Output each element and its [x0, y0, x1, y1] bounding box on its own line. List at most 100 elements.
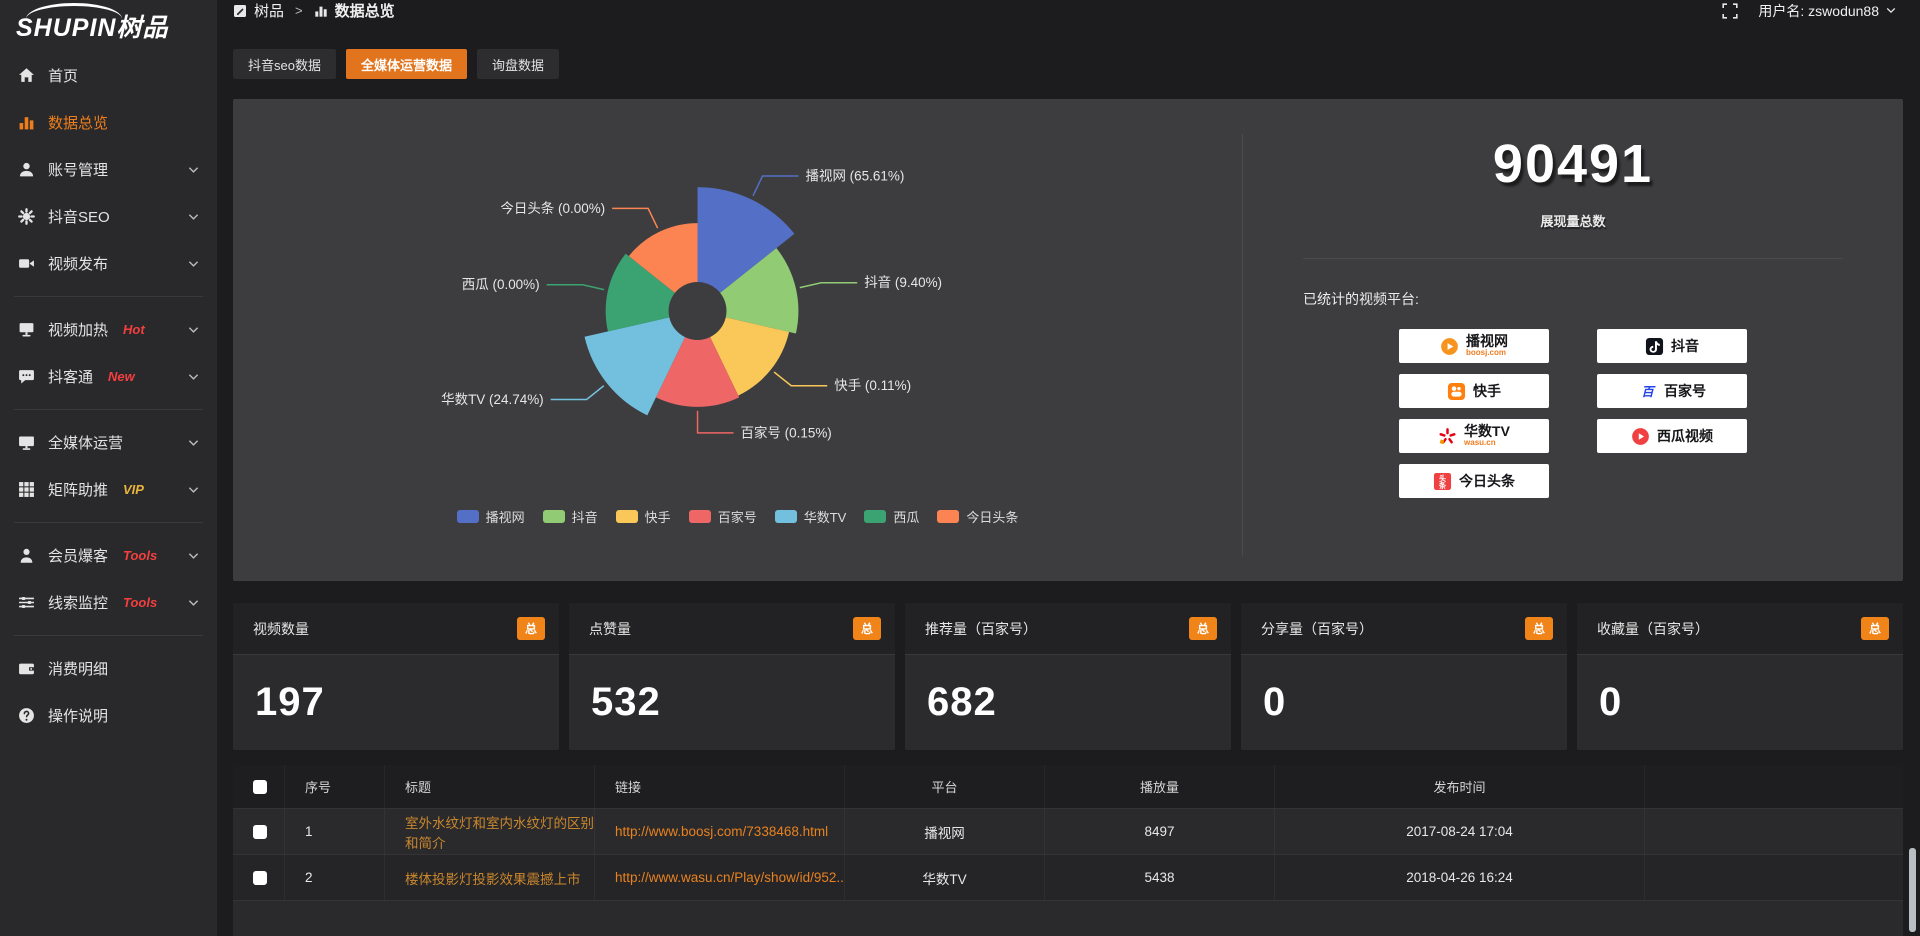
tab-inquiry-data[interactable]: 询盘数据: [476, 49, 559, 79]
total-badge: 总: [516, 617, 545, 640]
sidebar-item-spend-detail[interactable]: 消费明细: [0, 645, 217, 692]
card-value: 532: [591, 680, 661, 724]
legend-item-1[interactable]: 抖音: [542, 507, 598, 526]
sidebar-item-account-mgmt[interactable]: 账号管理: [0, 146, 217, 193]
sidebar-divider: [14, 296, 203, 297]
hot-badge: Hot: [123, 322, 145, 337]
row-checkbox[interactable]: [253, 870, 267, 885]
chevron-down-icon: [188, 166, 199, 174]
pie-label: 西瓜 (0.00%): [462, 277, 540, 292]
pie-label: 快手 (0.11%): [834, 378, 911, 393]
tab-omnimedia-ops-data[interactable]: 全媒体运营数据: [345, 49, 467, 79]
cell-title-link[interactable]: 室外水纹灯和室内水纹灯的区别和简介: [385, 809, 595, 854]
cell-url-link[interactable]: http://www.boosj.com/7338468.html: [595, 809, 845, 854]
vip-badge: VIP: [123, 482, 144, 497]
sidebar-divider: [14, 522, 203, 523]
col-header-time: 发布时间: [1275, 765, 1645, 808]
chevron-down-icon: [188, 373, 199, 381]
video-camera-icon: [18, 255, 35, 272]
legend-label: 播视网: [485, 510, 525, 525]
pie-slice-4[interactable]: [584, 317, 685, 416]
legend-item-2[interactable]: 快手: [615, 507, 671, 526]
xigua-logo-icon: [1631, 427, 1650, 446]
sliders-icon: [18, 594, 35, 611]
total-impressions-value: 90491: [1492, 134, 1654, 194]
topbar: 树品 > 数据总览 用户名: zswodun88: [217, 0, 1920, 21]
tab-douyin-seo-data[interactable]: 抖音seo数据: [233, 49, 336, 79]
sidebar-item-douketong[interactable]: 抖客通 New: [0, 353, 217, 400]
col-header-title: 标题: [385, 765, 595, 808]
cell-title-link[interactable]: 楼体投影灯投影效果震撼上市: [385, 855, 595, 900]
chat-icon: [18, 368, 35, 385]
user-icon: [18, 161, 35, 178]
card-value: 0: [1599, 680, 1623, 724]
pie-label-line: [612, 207, 659, 229]
breadcrumb-root[interactable]: 树品: [254, 3, 285, 20]
toutiao-logo-icon: 头条: [1433, 472, 1452, 491]
cell-url-link[interactable]: http://www.wasu.cn/Play/show/id/952...: [595, 855, 845, 900]
card-title: 推荐量（百家号）: [925, 620, 1037, 637]
card-value: 0: [1263, 680, 1287, 724]
bar-chart-icon: [18, 114, 35, 131]
legend-item-4[interactable]: 华数TV: [774, 507, 846, 526]
sidebar-item-video-publish[interactable]: 视频发布: [0, 240, 217, 287]
wallet-icon: [18, 660, 35, 677]
svg-text:头: 头: [1439, 474, 1446, 483]
sidebar-item-data-overview[interactable]: 数据总览: [0, 99, 217, 146]
pie-slice-0[interactable]: [697, 187, 795, 293]
legend-item-5[interactable]: 西瓜: [864, 507, 919, 526]
scrollbar-thumb[interactable]: [1909, 848, 1916, 932]
legend-item-6[interactable]: 今日头条: [937, 507, 1018, 526]
cell-views: 5438: [1045, 855, 1275, 900]
cell-time: 2018-04-26 16:24: [1275, 855, 1645, 900]
sidebar-item-member-baoke[interactable]: 会员爆客 Tools: [0, 532, 217, 579]
pie-slice-1[interactable]: [720, 248, 799, 334]
select-all-checkbox[interactable]: [253, 779, 267, 794]
chevron-down-icon: [188, 326, 199, 334]
pie-label: 播视网 (65.61%): [806, 168, 905, 183]
user-menu[interactable]: 用户名: zswodun88: [1758, 1, 1896, 21]
col-header-platform: 平台: [845, 765, 1045, 808]
stat-card-likes: 点赞量 总 532: [569, 603, 895, 750]
tools-badge: Tools: [123, 548, 158, 563]
card-title: 分享量（百家号）: [1261, 620, 1373, 637]
sidebar-item-douyin-seo[interactable]: 抖音SEO: [0, 193, 217, 240]
help-icon: [18, 707, 35, 724]
cell-no: 2: [285, 855, 385, 900]
bar-chart-icon: [314, 4, 328, 18]
legend-item-3[interactable]: 百家号: [688, 507, 757, 526]
total-badge: 总: [852, 617, 881, 640]
sidebar-item-lead-monitor[interactable]: 线索监控 Tools: [0, 579, 217, 626]
sidebar-item-matrix-boost[interactable]: 矩阵助推 VIP: [0, 466, 217, 513]
pie-slice-5[interactable]: [605, 253, 675, 332]
table-row: [233, 901, 1903, 936]
platform-chip-boosj: 播视网 boosj.com: [1399, 329, 1549, 363]
chevron-down-icon: [188, 599, 199, 607]
sidebar-item-help[interactable]: 操作说明: [0, 692, 217, 739]
chart-panel: 播视网 (65.61%) 抖音 (9.40%) 快手 (0.11%) 百家号 (0.1…: [233, 99, 1903, 581]
total-badge: 总: [1524, 617, 1553, 640]
pie-slice-2[interactable]: [710, 317, 790, 396]
card-value: 682: [927, 680, 997, 724]
pie-slice-3[interactable]: [655, 337, 740, 407]
row-checkbox[interactable]: [253, 824, 267, 839]
sidebar-item-video-heat[interactable]: 视频加热 Hot: [0, 306, 217, 353]
pie-slice-6[interactable]: [628, 223, 698, 293]
col-header-views: 播放量: [1045, 765, 1275, 808]
legend-label: 西瓜: [893, 510, 920, 525]
pie-label: 百家号 (0.15%): [740, 424, 831, 440]
card-title: 收藏量（百家号）: [1597, 620, 1709, 637]
fullscreen-icon[interactable]: [1722, 2, 1738, 19]
stat-card-video-count: 视频数量 总 197: [233, 603, 559, 750]
stat-card-favorites: 收藏量（百家号） 总 0: [1577, 603, 1903, 750]
cell-platform: 华数TV: [845, 855, 1045, 900]
col-header-link: 链接: [595, 765, 845, 808]
home-icon: [18, 67, 35, 84]
breadcrumb-current[interactable]: 数据总览: [334, 3, 395, 20]
legend-swatch: [864, 510, 887, 523]
chevron-down-icon: [188, 439, 199, 447]
summary-divider: [1303, 258, 1843, 259]
sidebar-item-home[interactable]: 首页: [0, 52, 217, 99]
legend-item-0[interactable]: 播视网: [456, 507, 525, 526]
sidebar-item-omnimedia-ops[interactable]: 全媒体运营: [0, 419, 217, 466]
